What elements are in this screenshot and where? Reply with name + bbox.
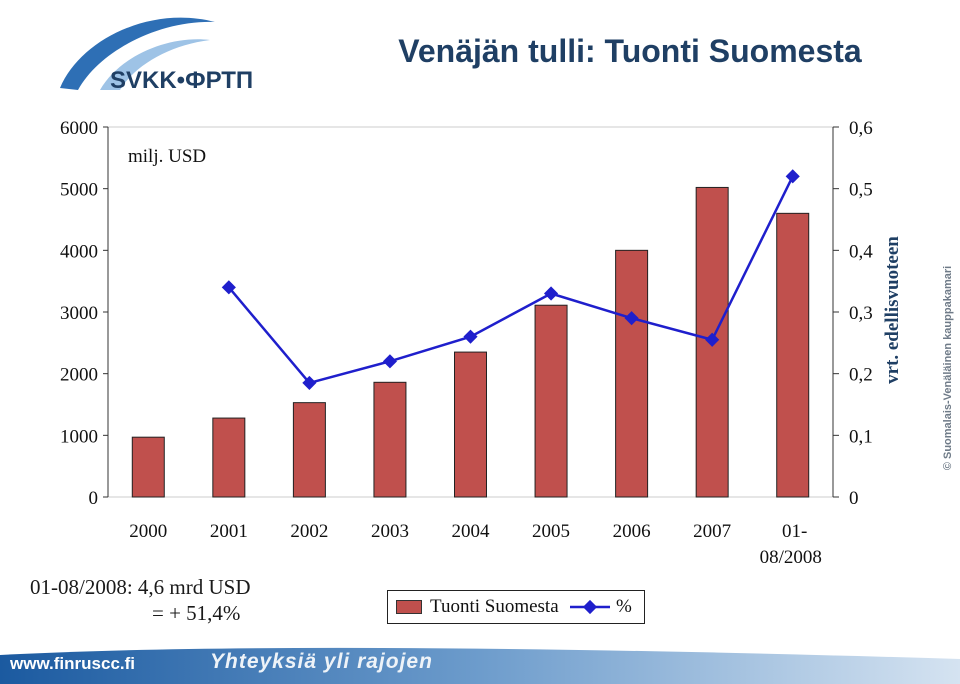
- right-axis-tick-label: 0,4: [849, 241, 873, 262]
- left-axis: 0 1000 2000 3000 4000 5000 6000: [60, 118, 109, 509]
- line-point: [221, 280, 236, 295]
- x-tick-label: 2002: [290, 521, 328, 542]
- right-axis-tick-label: 0,1: [849, 426, 873, 447]
- left-axis-tick-label: 0: [89, 488, 99, 509]
- right-axis-tick-label: 0,6: [849, 118, 873, 139]
- left-axis-tick-label: 4000: [60, 241, 98, 262]
- copyright-text: © Suomalais-Venäläinen kauppakamari: [942, 265, 954, 471]
- line-point: [463, 329, 478, 344]
- right-axis-tick-label: 0,5: [849, 180, 873, 201]
- left-axis-tick-label: 2000: [60, 365, 98, 386]
- legend-item-line: %: [570, 591, 632, 623]
- right-axis-tick-label: 0,3: [849, 303, 873, 324]
- left-axis-tick-label: 1000: [60, 426, 98, 447]
- bar: [373, 381, 407, 498]
- line-point: [705, 332, 720, 347]
- bar: [615, 249, 649, 498]
- logo-swoosh: [60, 17, 215, 90]
- left-axis-tick-label: 6000: [60, 118, 98, 139]
- line-point: [785, 169, 800, 184]
- logo-text: SVKK•ФРТП: [110, 67, 253, 94]
- footer-band: [0, 647, 960, 684]
- right-axis-title: vrt. edellisvuoteen: [882, 236, 903, 384]
- bar: [534, 304, 568, 498]
- line-point: [624, 311, 639, 326]
- line-series: [221, 169, 800, 390]
- left-axis-tick-label: 5000: [60, 180, 98, 201]
- chart-legend: Tuonti Suomesta %: [387, 590, 645, 624]
- x-tick-label: 2001: [210, 521, 248, 542]
- footer-slogan: Yhteyksiä yli rajojen: [210, 650, 433, 673]
- x-tick-label: 2000: [129, 521, 167, 542]
- line-point: [382, 354, 398, 369]
- summary-note: 01-08/2008: 4,6 mrd USD = + 51,4%: [30, 574, 320, 626]
- x-tick-label: 2005: [532, 521, 570, 542]
- bar: [776, 212, 810, 498]
- bar: [292, 402, 326, 498]
- legend-line-marker-icon: [570, 599, 610, 615]
- right-axis-tick-label: 0: [849, 488, 859, 509]
- legend-line-label: %: [616, 596, 632, 617]
- note-line-2: = + 51,4%: [152, 601, 241, 625]
- x-tick-label: 2007: [693, 521, 731, 542]
- bar-series: [131, 186, 810, 498]
- x-tick-label: 2006: [613, 521, 651, 542]
- x-tick-label: 2004: [452, 521, 491, 542]
- line-point: [302, 375, 317, 390]
- legend-item-bar: Tuonti Suomesta: [396, 591, 559, 623]
- line-path: [227, 175, 794, 385]
- x-tick-label: 01-08/2008: [760, 521, 822, 568]
- right-axis: 0 0,1 0,2 0,3 0,4 0,5 0,6: [832, 118, 873, 509]
- slide-title: Venäjän tulli: Tuonti Suomesta: [398, 33, 862, 69]
- note-line-1: 01-08/2008: 4,6 mrd USD: [30, 575, 251, 599]
- bar: [454, 351, 487, 498]
- bar: [212, 417, 246, 498]
- legend-bar-swatch: [396, 600, 422, 614]
- x-axis-labels: 2000 2001 2002 2003 2004 2005 2006 2007 01-08/20…: [129, 521, 822, 568]
- unit-label: milj. USD: [128, 146, 206, 167]
- svkk-logo: SVKK•ФРТП: [60, 17, 253, 94]
- x-tick-label: 2003: [371, 521, 409, 542]
- bar: [131, 436, 165, 498]
- footer-url-link[interactable]: www.finruscc.fi: [10, 654, 136, 673]
- right-axis-tick-label: 0,2: [849, 365, 873, 386]
- left-axis-tick-label: 3000: [60, 303, 98, 324]
- line-point: [543, 286, 559, 301]
- logo-swoosh-light: [100, 39, 210, 90]
- legend-bar-label: Tuonti Suomesta: [430, 596, 559, 617]
